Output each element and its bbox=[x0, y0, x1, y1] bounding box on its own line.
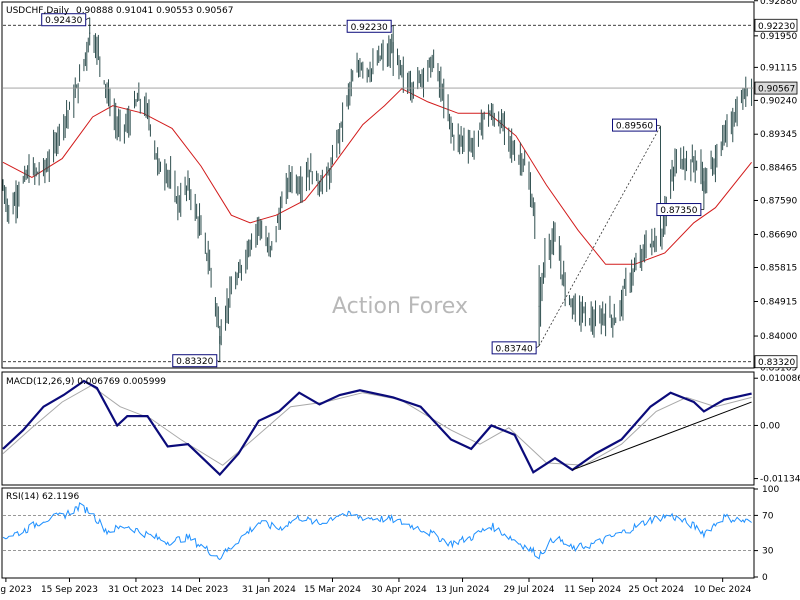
annotation-label: 0.83320 bbox=[176, 357, 213, 367]
rsi-tick-label: 0 bbox=[762, 573, 768, 583]
dotted-trendline bbox=[538, 125, 661, 347]
price-panel-title: USDCHF,Daily 0.90888 0.91041 0.90553 0.9… bbox=[6, 6, 233, 16]
rsi-indicator: 100 70 30 0 bbox=[2, 485, 779, 583]
annotation-box bbox=[491, 341, 537, 355]
price-tick-label: 0.83165 bbox=[760, 364, 797, 374]
price-tick-label: 0.90240 bbox=[760, 96, 797, 106]
price-tick-label: 0.88465 bbox=[760, 163, 797, 173]
price-annotations: 0.92430 0.83320 0.92230 0.83740 0.89560 0.873… bbox=[41, 13, 704, 368]
price-axis-label-box bbox=[754, 355, 798, 369]
price-axis-label: 0.92230 bbox=[758, 22, 795, 32]
macd-tick-label: 0.00 bbox=[760, 421, 780, 431]
annotation-box bbox=[346, 19, 392, 33]
rsi-panel-title: RSI(14) 62.1196 bbox=[6, 492, 79, 502]
price-axis-label: 0.90567 bbox=[758, 85, 795, 95]
price-tick-label: 0.91950 bbox=[760, 32, 797, 42]
price-tick-label: 0.87590 bbox=[760, 196, 797, 206]
x-tick-label: 31 Oct 2023 bbox=[108, 585, 164, 595]
macd-line bbox=[2, 379, 752, 477]
ohlc-values: 0.90888 0.91041 0.90553 0.90567 bbox=[76, 6, 233, 16]
annotation-leader bbox=[85, 17, 90, 21]
rsi-panel-frame bbox=[1, 487, 755, 579]
watermark: Action Forex bbox=[332, 294, 468, 319]
rsi-tick-label: 70 bbox=[762, 511, 774, 521]
price-tick-label: 0.84000 bbox=[760, 332, 797, 342]
price-y-axis: 0.92880 0.91950 0.91115 0.90240 0.89345 0.884… bbox=[754, 0, 797, 374]
price-tick-label: 0.91115 bbox=[760, 63, 797, 73]
price-tick-label: 0.84915 bbox=[760, 297, 797, 307]
annotation-box bbox=[656, 203, 702, 217]
price-tick-label: 0.85815 bbox=[760, 264, 797, 274]
annotation-label: 0.83740 bbox=[496, 344, 533, 354]
x-tick-label: 14 Dec 2023 bbox=[171, 585, 229, 595]
macd-tick-label: 0.010086 bbox=[760, 374, 800, 384]
price-axis-label: 0.83320 bbox=[758, 358, 795, 368]
price-candles bbox=[2, 17, 753, 362]
macd-indicator: 0.010086 0.00 -0.011342 bbox=[2, 374, 800, 485]
rsi-tick-label: 30 bbox=[762, 547, 774, 557]
annotation-box bbox=[612, 118, 658, 132]
x-tick-label: 29 Jul 2024 bbox=[504, 585, 555, 595]
annotation-label: 0.89560 bbox=[616, 122, 653, 132]
macd-signal-line bbox=[2, 385, 752, 466]
moving-average-line bbox=[2, 88, 752, 265]
x-tick-label: 31 Jan 2024 bbox=[242, 585, 296, 595]
price-tick-label: 0.89345 bbox=[760, 130, 797, 140]
x-tick-label: 15 Mar 2024 bbox=[304, 585, 361, 595]
annotation-leader bbox=[656, 124, 661, 127]
x-tick-label: 2 Aug 2023 bbox=[0, 585, 32, 595]
price-axis-label-box bbox=[754, 18, 798, 32]
macd-panel-title: MACD(12,26,9) 0.006769 0.005999 bbox=[6, 377, 166, 387]
annotation-label: 0.92430 bbox=[45, 16, 82, 26]
x-axis: 2 Aug 2023 15 Sep 2023 31 Oct 2023 14 Dec 2… bbox=[0, 578, 752, 595]
price-tick-label: 0.86690 bbox=[760, 230, 797, 240]
price-axis-label-box bbox=[754, 81, 798, 95]
x-tick-label: 13 Jun 2024 bbox=[435, 585, 489, 595]
moving-average-path bbox=[2, 88, 752, 265]
annotation-label: 0.87350 bbox=[660, 206, 697, 216]
symbol-title: USDCHF,Daily bbox=[6, 6, 70, 16]
x-tick-label: 25 Oct 2024 bbox=[628, 585, 684, 595]
macd-panel-frame bbox=[1, 371, 755, 486]
rsi-tick-label: 100 bbox=[762, 485, 779, 495]
x-tick-label: 15 Sep 2023 bbox=[41, 585, 98, 595]
annotation-box bbox=[172, 354, 218, 368]
x-tick-label: 10 Dec 2024 bbox=[694, 585, 752, 595]
x-tick-label: 11 Sep 2024 bbox=[564, 585, 621, 595]
annotation-box bbox=[41, 13, 87, 27]
rsi-line bbox=[2, 502, 752, 561]
x-tick-label: 30 Apr 2024 bbox=[371, 585, 427, 595]
price-panel-frame bbox=[1, 1, 755, 369]
macd-tick-label: -0.011342 bbox=[760, 475, 800, 485]
annotation-label: 0.92230 bbox=[351, 23, 388, 33]
price-tick-label: 0.92880 bbox=[760, 0, 797, 7]
macd-trendline bbox=[572, 401, 752, 471]
